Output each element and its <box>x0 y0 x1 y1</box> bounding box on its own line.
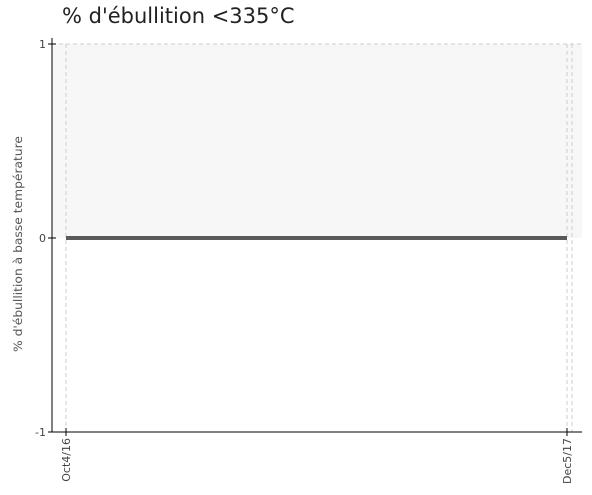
x-tick-label: Dec5/17 <box>561 438 574 484</box>
y-tick-label: 1 <box>39 38 46 51</box>
axes: 1 0 -1 Oct4/16 Dec5/17 <box>35 38 582 484</box>
chart-title: % d'ébullition <335°C <box>62 4 295 28</box>
y-tick-label: -1 <box>35 426 46 439</box>
grid-lines <box>52 43 582 432</box>
y-axis-label: % d'ébullition à basse température <box>11 136 25 352</box>
upper-shaded-band <box>52 44 582 238</box>
y-tick-label: 0 <box>39 232 46 245</box>
x-tick-label: Oct4/16 <box>60 438 73 482</box>
